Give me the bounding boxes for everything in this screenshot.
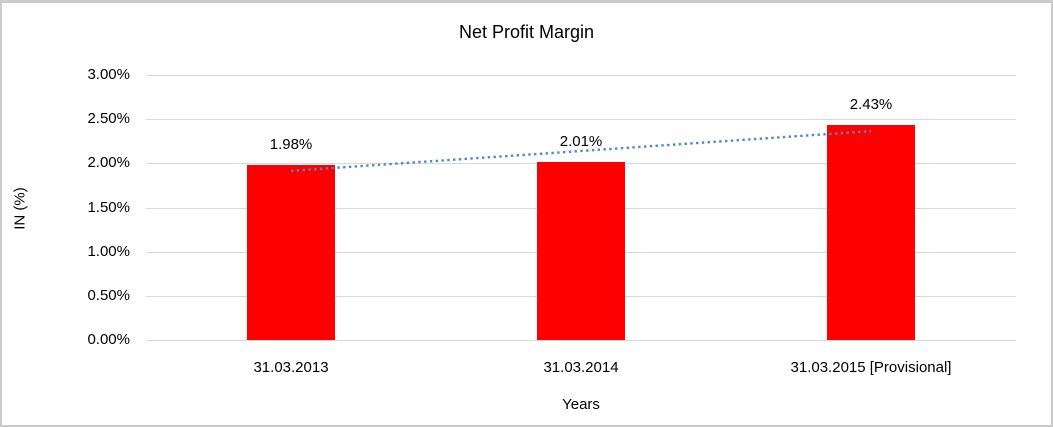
gridline (146, 75, 1016, 76)
y-tick-label: 1.50% (87, 198, 130, 216)
x-axis-title: Years (562, 396, 600, 413)
y-tick-label: 2.00% (87, 154, 130, 172)
gridline (146, 340, 1016, 341)
bar (537, 162, 625, 340)
x-tick-label: 31.03.2014 (543, 359, 619, 376)
gridline (146, 119, 1016, 121)
bar-value-label: 1.98% (269, 136, 313, 154)
y-tick-label: 1.00% (87, 242, 130, 260)
y-tick-label: 2.50% (87, 110, 130, 128)
y-tick-label: 3.00% (87, 66, 130, 83)
chart-title: Net Profit Margin (458, 22, 595, 42)
y-axis: 0.00% 0.50% 1.00% 1.50% 2.00% 2.50% 3.00% (2, 66, 130, 348)
x-tick-label: 31.03.2015 [Provisional] (790, 359, 952, 376)
x-tick-label: 31.03.2013 (253, 359, 329, 376)
y-tick-label: 0.50% (87, 286, 130, 304)
plot-area: 1.98% 2.01% 2.43% (146, 75, 1016, 341)
y-tick-label: 0.00% (87, 331, 130, 348)
bar (247, 165, 335, 340)
bar (827, 125, 915, 340)
bar-value-label: 2.43% (849, 96, 893, 114)
bar-value-label: 2.01% (559, 133, 603, 151)
x-axis: 31.03.2013 31.03.2014 31.03.2015 [Provisio… (146, 359, 1016, 381)
